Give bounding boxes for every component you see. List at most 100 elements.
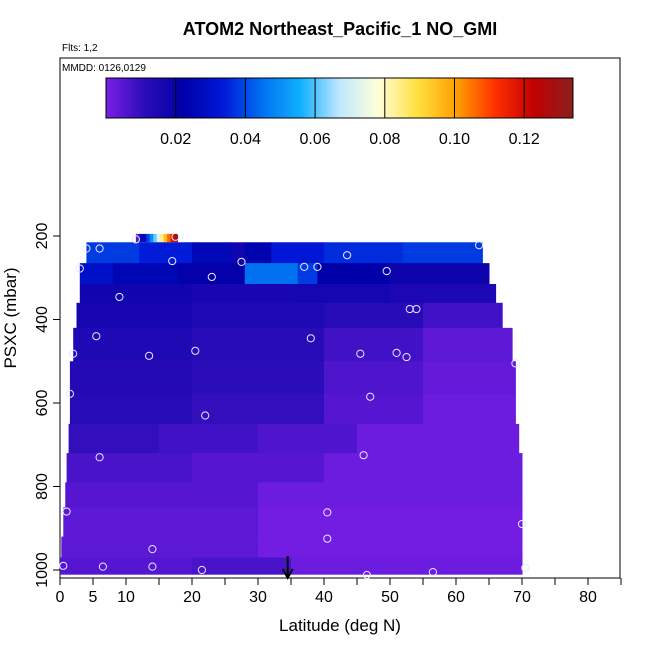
- x-tick-label: 70: [513, 589, 531, 606]
- heatmap-cell: [403, 242, 483, 264]
- heatmap-cell: [79, 263, 114, 285]
- heatmap-cell: [423, 361, 516, 396]
- heatmap-cell: [139, 242, 193, 264]
- sample-point: [191, 346, 200, 355]
- heatmap-cell: [163, 233, 168, 243]
- colorbar-tick-label: 0.10: [439, 131, 470, 148]
- sample-point: [323, 534, 332, 543]
- colorbar-gradient: [105, 77, 574, 119]
- heatmap-cell: [258, 536, 523, 558]
- sample-point: [237, 257, 246, 266]
- x-tick-label: 10: [117, 589, 135, 606]
- sample-point: [392, 348, 401, 357]
- x-tick-label: 60: [447, 589, 465, 606]
- y-axis: 200 400 600 800 1000: [34, 223, 60, 588]
- heatmap-cell: [63, 507, 259, 538]
- colorbar-tick-label: 0.08: [369, 131, 400, 148]
- heatmap-cell: [324, 453, 523, 483]
- heatmap-cell: [66, 453, 193, 483]
- sample-point: [405, 304, 414, 314]
- sample-point: [197, 565, 206, 575]
- heatmap-cell: [357, 423, 520, 454]
- heatmap-cell: [324, 302, 424, 329]
- heatmap-cell: [192, 327, 325, 362]
- heatmap-cell: [142, 233, 147, 243]
- sample-points: [59, 232, 530, 580]
- sample-point: [69, 349, 78, 358]
- x-axis-label: Latitude (deg N): [279, 616, 401, 635]
- sample-point: [207, 272, 216, 282]
- latitude-marker-arrow: [281, 556, 294, 581]
- sample-point: [65, 389, 75, 398]
- sample-point: [356, 349, 365, 358]
- dates-note: MMDD: 0126,0129: [62, 63, 146, 74]
- colorbar-ticks: 0.02 0.04 0.06 0.08 0.10 0.12: [160, 78, 540, 148]
- sample-point: [115, 292, 124, 302]
- sample-point: [300, 262, 309, 271]
- colorbar-tick-label: 0.12: [509, 131, 540, 148]
- heatmap-cell: [156, 233, 161, 243]
- heatmap-cell: [135, 233, 140, 243]
- sample-point: [145, 351, 154, 360]
- heatmap-cell: [192, 302, 325, 329]
- x-tick-label: 80: [579, 589, 597, 606]
- chart-title: ATOM2 Northeast_Pacific_1 NO_GMI: [183, 19, 497, 39]
- sample-point: [59, 561, 68, 570]
- sample-point: [475, 241, 484, 250]
- heatmap-layer: [60, 233, 523, 575]
- heatmap-cell: [291, 557, 523, 575]
- y-tick-label: 1000: [34, 552, 51, 588]
- sample-point: [171, 232, 180, 241]
- heatmap-cell: [297, 263, 318, 285]
- heatmap-cell: [423, 327, 513, 362]
- heatmap-cell: [167, 233, 172, 243]
- sample-point: [428, 567, 437, 577]
- flights-note: Flts: 1,2: [62, 43, 98, 54]
- heatmap-cell: [160, 233, 165, 243]
- sample-point: [75, 264, 84, 273]
- heatmap-cell: [86, 242, 140, 264]
- heatmap-cell: [61, 536, 259, 558]
- heatmap-cell: [258, 482, 523, 508]
- colorbar-tick-label: 0.04: [230, 131, 261, 148]
- heatmap-cell: [192, 361, 325, 396]
- heatmap-cell: [153, 233, 158, 243]
- sample-point: [168, 256, 177, 266]
- sample-point: [313, 262, 322, 271]
- heatmap-cell: [192, 557, 292, 575]
- y-axis-label: PSXC (mbar): [1, 267, 20, 368]
- sample-point: [517, 519, 527, 529]
- heatmap-cell: [178, 263, 246, 285]
- heatmap-cell: [149, 233, 154, 243]
- heatmap-cell: [423, 302, 503, 329]
- heatmap-cell: [297, 284, 391, 304]
- sample-point: [148, 562, 157, 571]
- heatmap-cell: [244, 242, 272, 264]
- heatmap-cell: [174, 233, 178, 243]
- sample-point: [92, 332, 101, 341]
- sample-point: [148, 545, 157, 554]
- heatmap-cell: [146, 233, 151, 243]
- colorbar-tick-label: 0.02: [160, 131, 191, 148]
- heatmap-cell: [69, 394, 193, 425]
- x-axis: 0 5 10 20 30 40 50 60 70 80: [56, 578, 622, 606]
- heatmap-cell: [324, 394, 424, 425]
- y-tick-label: 600: [34, 390, 51, 417]
- heatmap-cell: [324, 327, 424, 362]
- heatmap-cell: [390, 284, 497, 304]
- sample-point: [402, 352, 411, 362]
- x-tick-label: 50: [381, 589, 399, 606]
- sample-point: [98, 562, 108, 571]
- y-tick-label: 400: [34, 306, 51, 333]
- y-tick-label: 800: [34, 473, 51, 500]
- sample-point: [62, 507, 71, 516]
- sample-point: [306, 334, 315, 343]
- heatmap-cell: [390, 263, 490, 285]
- x-tick-label: 30: [249, 589, 267, 606]
- heatmap-cell: [65, 482, 259, 508]
- heatmap-cell: [317, 263, 391, 285]
- sample-point: [366, 392, 375, 401]
- heatmap-cell: [159, 423, 259, 454]
- x-tick-label: 0: [56, 589, 65, 606]
